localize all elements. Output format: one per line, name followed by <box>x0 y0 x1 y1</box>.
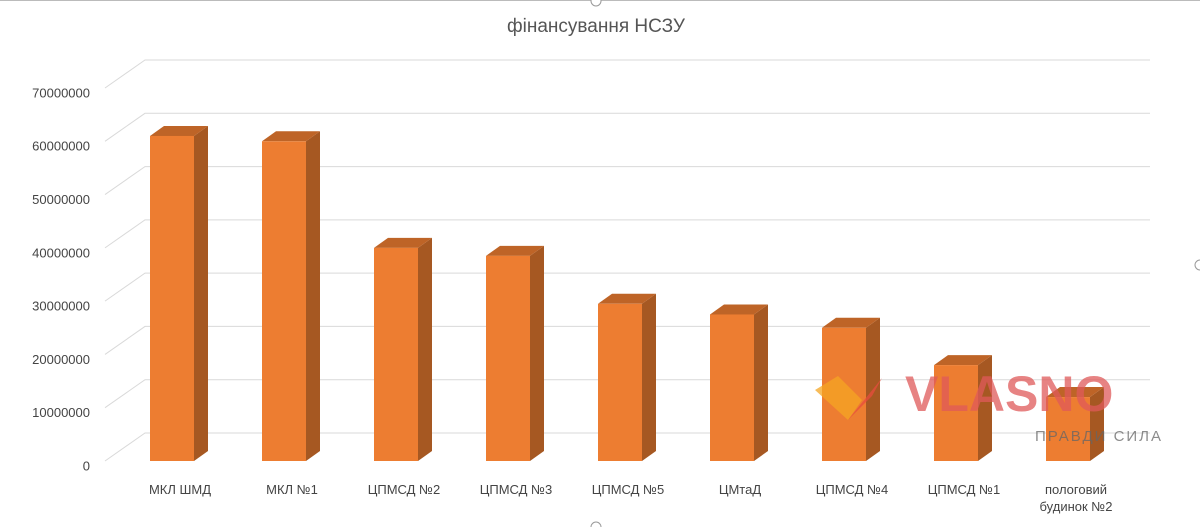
resize-handle <box>590 521 602 527</box>
bar <box>598 303 642 461</box>
grid: 0 10000000 20000000 30000000 40000000 5000000… <box>32 59 1150 473</box>
bar-top <box>822 317 880 328</box>
grid-line <box>104 272 1150 302</box>
bar <box>710 314 754 461</box>
bar-top <box>150 125 208 136</box>
grid-line <box>104 166 1150 195</box>
grid-line <box>104 112 1150 142</box>
y-tick-label: 10000000 <box>32 405 90 420</box>
bar-top <box>486 245 544 256</box>
x-tick-label: ЦПМСД №3 <box>479 482 553 497</box>
x-tick-label: пологовий будинок №2 <box>1039 482 1113 514</box>
bar-top <box>262 131 320 142</box>
grid-line <box>104 59 1150 89</box>
resize-handle <box>1194 259 1200 271</box>
bar-side <box>1090 387 1104 461</box>
bar-top <box>374 237 432 248</box>
grid-line <box>104 432 1150 462</box>
x-tick-label: ЦМтаД <box>718 482 762 497</box>
bar-side <box>306 131 320 462</box>
y-tick-label: 20000000 <box>32 352 90 367</box>
watermark-slogan: ПРАВДИ СИЛА <box>1035 428 1163 445</box>
x-tick-label: ЦПМСД №4 <box>815 482 889 497</box>
y-tick-label: 40000000 <box>32 245 90 260</box>
y-tick-label: 50000000 <box>32 192 90 207</box>
bar <box>486 255 530 461</box>
grid-line <box>104 379 1150 409</box>
bar-top <box>934 355 992 366</box>
x-tick-label: ЦПМСД №2 <box>367 482 441 497</box>
chart-title: фінансування НСЗУ <box>507 16 686 37</box>
bar <box>262 141 306 462</box>
bars <box>150 125 1104 462</box>
y-tick-label: 70000000 <box>32 85 90 100</box>
watermark-logo <box>848 378 882 420</box>
watermark: VLASNO ПРАВДИ СИЛА <box>815 366 1163 445</box>
bar-side <box>194 125 208 461</box>
bar-side <box>642 293 656 461</box>
bar-top <box>598 293 656 304</box>
bar <box>1046 397 1090 461</box>
bar-side <box>978 355 992 461</box>
x-tick-label: МКЛ ШМД <box>148 482 212 497</box>
bar-top <box>1046 387 1104 398</box>
grid-line <box>104 219 1150 249</box>
resize-handle <box>590 0 602 7</box>
bar-side <box>530 245 544 461</box>
bar <box>374 247 418 461</box>
x-tick-label: МКЛ №1 <box>266 482 318 497</box>
bar <box>934 365 978 461</box>
bar-side <box>418 237 432 461</box>
watermark-brand: VLASNO <box>905 366 1113 422</box>
y-tick-label: 30000000 <box>32 299 90 314</box>
bar-side <box>754 304 768 461</box>
bar <box>150 135 194 461</box>
y-tick-label: 60000000 <box>32 139 90 154</box>
x-tick-label: ЦПМСД №1 <box>927 482 1001 497</box>
y-tick-label: 0 <box>83 458 90 473</box>
watermark-logo <box>815 376 862 420</box>
bar-top <box>710 304 768 315</box>
grid-line <box>104 325 1150 355</box>
x-tick-label: ЦПМСД №5 <box>591 482 665 497</box>
